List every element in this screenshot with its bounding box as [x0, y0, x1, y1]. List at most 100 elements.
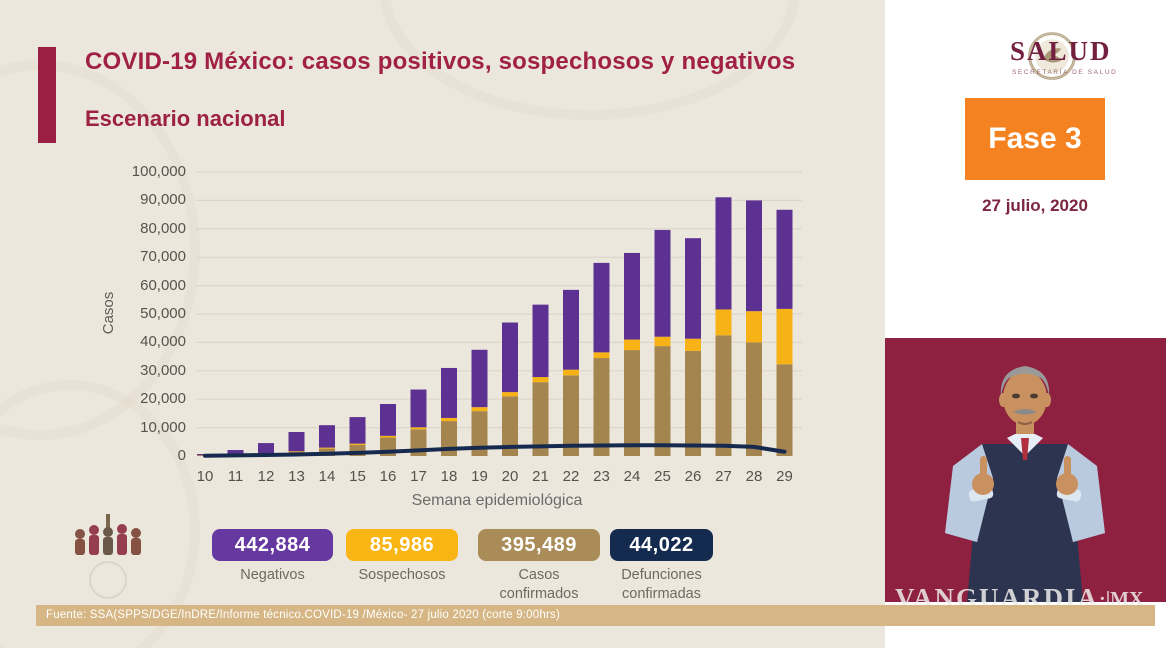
bar-segment-casos-confirmados-week-15 — [349, 444, 366, 456]
bar-segment-negativos-week-24 — [624, 252, 640, 340]
x-tick-label: 13 — [288, 468, 305, 485]
bar-segment-casos-confirmados-week-26 — [685, 350, 701, 456]
source-bar: Fuente: SSA(SPPS/DGE/InDRE/Informe técni… — [36, 605, 1155, 626]
report-date: 27 julio, 2020 — [982, 196, 1088, 215]
salud-logo-subtitle: SECRETARÍA DE SALUD — [1012, 69, 1118, 76]
bar-segment-casos-confirmados-week-27 — [715, 335, 732, 456]
bar-segment-negativos-week-20 — [502, 322, 518, 393]
bar-segment-sospechosos-week-13 — [288, 451, 305, 453]
bar-segment-negativos-week-29 — [776, 209, 793, 309]
bar-segment-sospechosos-week-18 — [441, 417, 457, 422]
y-tick-label: 60,000 — [140, 276, 186, 294]
bar-segment-sospechosos-week-28 — [746, 311, 762, 343]
x-tick-label: 25 — [654, 468, 671, 485]
bar-segment-sospechosos-week-19 — [471, 407, 488, 412]
title-accent-bar — [38, 47, 56, 143]
bar-segment-sospechosos-week-26 — [685, 338, 701, 351]
source-note: Fuente: SSA(SPPS/DGE/InDRE/Informe técni… — [46, 609, 560, 621]
bar-segment-negativos-week-13 — [288, 432, 305, 452]
bar-segment-sospechosos-week-15 — [349, 443, 366, 445]
bar-segment-sospechosos-week-14 — [319, 447, 335, 449]
background-swirl-decoration — [0, 380, 200, 648]
bar-segment-negativos-week-12 — [258, 443, 274, 454]
y-tick-label: 10,000 — [140, 418, 186, 436]
slide-subtitle: Escenario nacional — [85, 106, 286, 131]
y-tick-label: 50,000 — [140, 305, 186, 322]
legend-badge-defunciones: 44,022 — [610, 529, 713, 561]
y-tick-label: 90,000 — [140, 191, 186, 209]
bar-segment-negativos-week-11 — [227, 450, 244, 455]
heroes-emblem — [75, 514, 141, 599]
x-tick-label: 29 — [776, 468, 793, 485]
bar-segment-sospechosos-week-16 — [380, 435, 396, 438]
bar-segment-sospechosos-week-20 — [502, 392, 518, 397]
x-tick-label: 27 — [715, 468, 732, 485]
bar-segment-casos-confirmados-week-22 — [563, 375, 579, 456]
bar-segment-negativos-week-27 — [715, 197, 732, 310]
legend-badge-casos: 395,489 — [478, 529, 600, 561]
bar-segment-casos-confirmados-week-20 — [502, 396, 518, 456]
bar-segment-negativos-week-19 — [471, 349, 488, 408]
bar-segment-casos-confirmados-week-28 — [746, 342, 762, 456]
bar-segment-sospechosos-week-25 — [654, 336, 671, 347]
bar-segment-negativos-week-22 — [563, 289, 579, 370]
bar-segment-casos-confirmados-week-23 — [593, 358, 610, 456]
line-defunciones-confirmadas — [203, 443, 787, 458]
bar-segment-casos-confirmados-week-24 — [624, 350, 640, 456]
salud-logo-title: SALUD — [1010, 36, 1112, 66]
x-tick-label: 23 — [593, 468, 610, 485]
phase-badge: Fase 3 — [965, 98, 1105, 180]
sign-language-interpreter-panel — [885, 338, 1166, 602]
x-tick-label: 18 — [440, 468, 458, 485]
bar-segment-negativos-week-16 — [380, 404, 396, 436]
bar-segment-sospechosos-week-24 — [624, 339, 640, 351]
x-tick-label: 16 — [379, 468, 397, 485]
legend-label: Defunciones confirmadas — [621, 567, 702, 602]
bar-segment-casos-confirmados-week-21 — [532, 382, 549, 456]
bar-segment-sospechosos-week-22 — [563, 369, 579, 376]
bar-segment-sospechosos-week-29 — [776, 308, 793, 365]
x-tick-label: 26 — [684, 468, 702, 485]
legend-label: Negativos — [240, 567, 305, 583]
bar-segment-negativos-week-18 — [441, 367, 457, 418]
bar-segment-sospechosos-week-17 — [410, 427, 427, 430]
bar-segment-negativos-week-14 — [319, 425, 335, 448]
bar-segment-negativos-week-21 — [532, 304, 549, 378]
sign-language-interpreter — [885, 338, 1166, 602]
x-tick-label: 17 — [410, 468, 427, 485]
legend-badge-sospechosos: 85,986 — [346, 529, 458, 561]
y-tick-label: 80,000 — [140, 219, 186, 237]
bar-segment-casos-confirmados-week-19 — [471, 411, 488, 456]
y-tick-label: 100,000 — [131, 163, 186, 180]
y-tick-label: 70,000 — [140, 248, 186, 266]
x-tick-label: 19 — [471, 468, 488, 485]
x-axis-label: Semana epidemiológica — [411, 492, 583, 509]
bar-segment-sospechosos-week-21 — [532, 377, 549, 383]
x-tick-label: 20 — [501, 468, 519, 485]
y-tick-label: 0 — [177, 447, 186, 464]
x-tick-label: 14 — [318, 468, 336, 485]
x-tick-label: 10 — [196, 468, 214, 485]
bar-segment-negativos-week-17 — [410, 389, 427, 428]
bar-segment-negativos-week-25 — [654, 229, 671, 337]
y-tick-label: 40,000 — [140, 333, 186, 351]
y-tick-label: 20,000 — [140, 390, 186, 408]
stacked-bar-chart — [196, 171, 802, 458]
y-tick-label: 30,000 — [140, 361, 186, 379]
bar-segment-casos-confirmados-week-25 — [654, 346, 671, 456]
bar-segment-sospechosos-week-27 — [715, 309, 732, 336]
x-tick-label: 15 — [349, 468, 366, 485]
x-tick-label: 12 — [257, 468, 275, 485]
x-tick-label: 24 — [623, 468, 641, 485]
bar-segment-negativos-week-15 — [349, 417, 366, 444]
x-tick-label: 21 — [532, 468, 549, 485]
presentation-slide: COVID-19 México: casos positivos, sospec… — [0, 0, 885, 648]
x-tick-label: 28 — [745, 468, 763, 485]
bar-segment-casos-confirmados-week-29 — [776, 364, 793, 456]
salud-logo-seal — [1028, 32, 1076, 80]
x-tick-label: 11 — [227, 468, 244, 485]
phase-label: Fase 3 — [988, 122, 1082, 155]
bar-segment-negativos-week-28 — [746, 200, 762, 312]
x-tick-label: 22 — [562, 468, 580, 485]
